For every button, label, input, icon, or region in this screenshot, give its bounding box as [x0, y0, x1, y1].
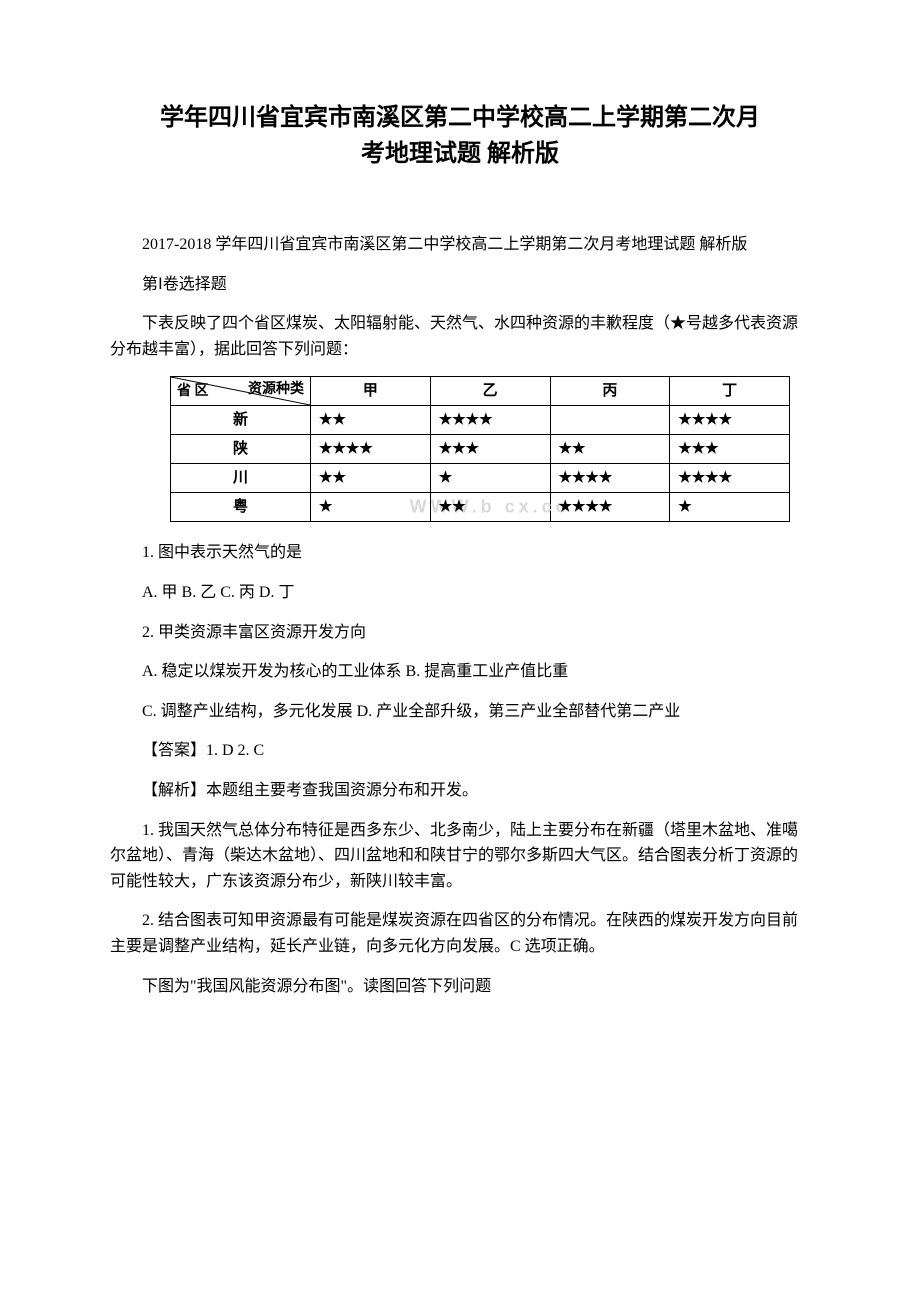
data-cell: ★★★★	[670, 406, 790, 435]
table-intro: 下表反映了四个省区煤炭、太阳辐射能、天然气、水四种资源的丰歉程度（★号越多代表资…	[110, 311, 810, 362]
resource-table: 资源种类 省 区 甲 乙 丙 丁 新 ★★ ★★★★ ★★★★ 陕 ★★★★ ★…	[170, 376, 790, 522]
intro-paragraph-1: 2017-2018 学年四川省宜宾市南溪区第二中学校高二上学期第二次月考地理试题…	[110, 232, 810, 258]
data-cell: ★★★★	[311, 435, 431, 464]
data-cell: ★	[430, 464, 550, 493]
table-header-diagonal: 资源种类 省 区	[171, 377, 311, 406]
data-cell: ★★★★	[670, 464, 790, 493]
next-question-intro: 下图为"我国风能资源分布图"。读图回答下列问题	[110, 974, 810, 1000]
watermark-text: WWW.b cx.co	[410, 493, 571, 522]
data-cell: ★★	[550, 435, 670, 464]
col-header: 丁	[670, 377, 790, 406]
document-title: 学年四川省宜宾市南溪区第二中学校高二上学期第二次月 考地理试题 解析版	[110, 100, 810, 172]
section-heading: 第Ⅰ卷选择题	[110, 272, 810, 298]
data-cell: ★★	[311, 406, 431, 435]
title-line-1: 学年四川省宜宾市南溪区第二中学校高二上学期第二次月	[160, 105, 760, 131]
table-row: 新 ★★ ★★★★ ★★★★	[171, 406, 790, 435]
data-cell: ★★★★	[550, 493, 670, 522]
table-row: 陕 ★★★★ ★★★ ★★ ★★★	[171, 435, 790, 464]
table-row: 川 ★★ ★ ★★★★ ★★★★	[171, 464, 790, 493]
province-cell: 粤	[171, 493, 311, 522]
col-header: 甲	[311, 377, 431, 406]
data-cell: ★	[670, 493, 790, 522]
data-cell: ★★	[311, 464, 431, 493]
col-header: 乙	[430, 377, 550, 406]
data-cell	[550, 406, 670, 435]
explanation-heading: 【解析】本题组主要考查我国资源分布和开发。	[110, 778, 810, 804]
data-cell: ★★★	[670, 435, 790, 464]
province-cell: 新	[171, 406, 311, 435]
province-cell: 陕	[171, 435, 311, 464]
province-cell: 川	[171, 464, 311, 493]
answer: 【答案】1. D 2. C	[110, 738, 810, 764]
title-line-2: 考地理试题 解析版	[361, 141, 559, 167]
data-cell: ★★★	[430, 435, 550, 464]
diag-label-top: 资源种类	[248, 379, 304, 401]
data-cell: ★	[311, 493, 431, 522]
col-header: 丙	[550, 377, 670, 406]
diag-label-bottom: 省 区	[177, 381, 209, 403]
explanation-2: 2. 结合图表可知甲资源最有可能是煤炭资源在四省区的分布情况。在陕西的煤炭开发方…	[110, 908, 810, 959]
question-2-options-line2: C. 调整产业结构，多元化发展 D. 产业全部升级，第三产业全部替代第二产业	[110, 699, 810, 725]
data-cell: ★★★★	[430, 406, 550, 435]
question-1-options: A. 甲 B. 乙 C. 丙 D. 丁	[110, 580, 810, 606]
question-2: 2. 甲类资源丰富区资源开发方向	[110, 620, 810, 646]
explanation-1: 1. 我国天然气总体分布特征是西多东少、北多南少，陆上主要分布在新疆（塔里木盆地…	[110, 818, 810, 895]
question-2-options-line1: A. 稳定以煤炭开发为核心的工业体系 B. 提高重工业产值比重	[110, 659, 810, 685]
data-cell: ★★★★	[550, 464, 670, 493]
table-row: 粤 ★ WWW.b cx.co ★★ ★★★★ ★	[171, 493, 790, 522]
question-1: 1. 图中表示天然气的是	[110, 540, 810, 566]
data-cell: WWW.b cx.co ★★	[430, 493, 550, 522]
